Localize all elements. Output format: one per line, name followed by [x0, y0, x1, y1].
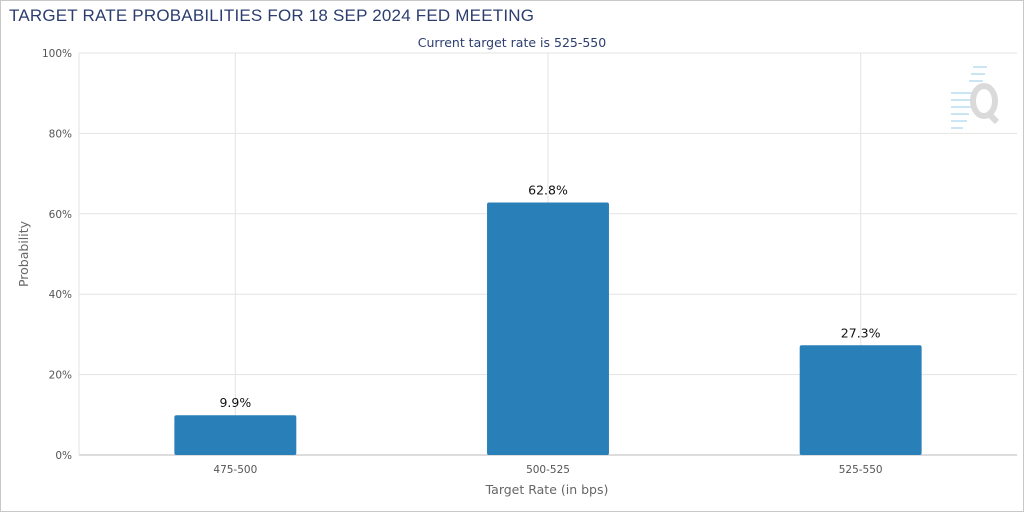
y-axis-label: Probability	[16, 220, 31, 287]
data-label: 9.9%	[219, 395, 251, 410]
y-tick-labels: 0% 20% 40% 60% 80% 100%	[42, 48, 72, 462]
data-label: 27.3%	[841, 325, 881, 340]
x-tick-label: 500-525	[526, 464, 570, 476]
chart-title: TARGET RATE PROBABILITIES FOR 18 SEP 202…	[9, 6, 535, 25]
bar-500-525[interactable]	[487, 202, 609, 455]
bar-475-500[interactable]	[174, 415, 297, 455]
y-tick-label: 20%	[49, 370, 72, 382]
bars	[174, 202, 922, 455]
q-logo-icon	[951, 66, 1000, 129]
bar-525-550[interactable]	[799, 345, 922, 455]
y-tick-label: 80%	[49, 128, 72, 140]
data-labels: 9.9% 62.8% 27.3%	[219, 183, 880, 411]
y-tick-label: 0%	[55, 450, 72, 462]
x-axis-label: Target Rate (in bps)	[485, 482, 609, 497]
data-label: 62.8%	[528, 183, 568, 198]
y-tick-label: 60%	[49, 209, 72, 221]
chart-subtitle: Current target rate is 525-550	[418, 35, 606, 50]
y-tick-label: 100%	[42, 48, 72, 60]
y-tick-label: 40%	[49, 289, 72, 301]
x-tick-label: 475-500	[213, 464, 257, 476]
x-tick-label: 525-550	[839, 464, 883, 476]
x-tick-labels: 475-500 500-525 525-550	[213, 464, 882, 476]
